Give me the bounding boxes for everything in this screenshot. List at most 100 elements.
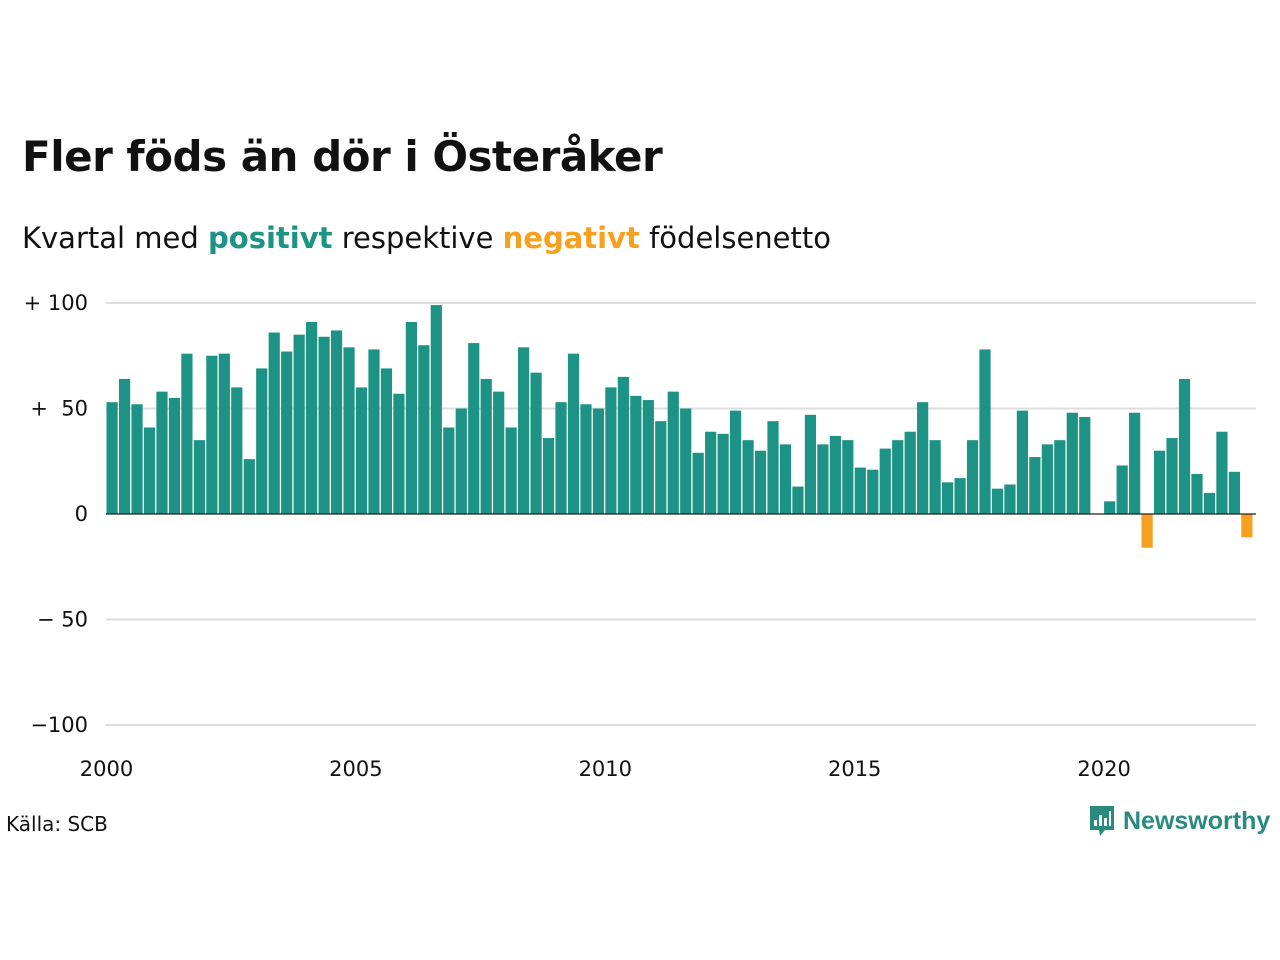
bar	[1104, 501, 1116, 514]
bar	[617, 376, 629, 514]
bar	[991, 488, 1004, 514]
bar	[218, 353, 230, 514]
bar	[692, 452, 704, 514]
bar	[318, 336, 330, 514]
bar	[567, 353, 580, 514]
bar	[1016, 410, 1029, 514]
bar	[842, 440, 854, 514]
subtitle-positive-word: positivt	[208, 221, 333, 255]
bar	[368, 349, 380, 514]
bar	[343, 347, 355, 514]
bar	[1066, 412, 1078, 514]
bar	[592, 408, 605, 514]
bar	[1004, 484, 1016, 514]
bar	[405, 321, 417, 514]
bar	[854, 467, 866, 514]
newsworthy-bar-icon	[1090, 806, 1114, 836]
bar	[792, 486, 804, 514]
x-tick-label: 2005	[329, 757, 382, 781]
bar	[1054, 440, 1066, 514]
bar	[705, 431, 717, 514]
bar	[206, 355, 218, 514]
bar	[118, 378, 131, 514]
x-tick-label: 2000	[80, 757, 133, 781]
bar	[605, 387, 617, 514]
source-note: Källa: SCB	[6, 812, 108, 836]
bar	[268, 332, 280, 514]
bar	[355, 387, 368, 514]
bar	[181, 353, 193, 514]
bar	[892, 440, 904, 514]
x-tick-label: 2015	[828, 757, 881, 781]
logo-text: Newsworthy	[1123, 806, 1271, 835]
bar	[954, 478, 966, 514]
bar	[879, 448, 891, 514]
bar	[256, 368, 268, 514]
bar	[1116, 465, 1128, 514]
bar	[630, 395, 642, 514]
bar	[1228, 471, 1240, 514]
y-tick-label: + 50	[30, 397, 88, 421]
bar	[1191, 473, 1203, 514]
subtitle-middle: respektive	[341, 221, 494, 255]
bar	[468, 343, 480, 514]
bar-chart: + 100 + 50 0 − 50 −100 2000 2005 2010 2015 2020	[24, 291, 1256, 781]
bar	[779, 444, 792, 514]
chart-subtitle: Kvartal med positivt respektive negativt…	[22, 221, 831, 255]
bar	[1153, 450, 1166, 514]
bar	[817, 444, 829, 514]
bar	[1141, 514, 1153, 548]
bar	[380, 368, 393, 514]
bar	[168, 397, 181, 514]
bar	[979, 349, 991, 514]
bar	[542, 438, 555, 514]
bar	[1079, 416, 1091, 514]
bar	[1216, 431, 1228, 514]
bar	[530, 372, 542, 514]
chart-title: Fler föds än dör i Österåker	[22, 132, 663, 181]
bar	[717, 433, 729, 514]
bar	[1041, 444, 1053, 514]
bar	[306, 321, 318, 514]
bar	[518, 347, 530, 514]
bar	[1166, 438, 1178, 514]
bar	[480, 378, 492, 514]
bar	[767, 421, 779, 514]
bar	[904, 431, 916, 514]
y-tick-label: −100	[30, 713, 88, 737]
bar	[742, 440, 754, 514]
bar	[1178, 378, 1191, 514]
y-tick-label: + 100	[24, 291, 88, 315]
newsworthy-logo: Newsworthy	[1088, 804, 1270, 838]
bar	[941, 482, 954, 514]
bar	[867, 469, 879, 514]
bar	[829, 435, 841, 514]
bar	[804, 414, 817, 514]
subtitle-suffix: födelsenetto	[649, 221, 831, 255]
bar	[754, 450, 767, 514]
bar	[106, 402, 118, 514]
bar	[443, 427, 455, 514]
bar	[455, 408, 467, 514]
bar	[156, 391, 168, 514]
bar	[1129, 412, 1141, 514]
bar	[243, 459, 255, 514]
bar	[131, 404, 143, 514]
bar	[143, 427, 156, 514]
bar	[966, 440, 979, 514]
bar	[493, 391, 505, 514]
bar	[430, 305, 442, 514]
bar	[231, 387, 243, 514]
bar	[1029, 457, 1041, 514]
subtitle-prefix: Kvartal med	[22, 221, 199, 255]
bar	[655, 421, 667, 514]
x-tick-label: 2020	[1077, 757, 1130, 781]
x-tick-label: 2010	[579, 757, 632, 781]
bar	[330, 330, 343, 514]
y-tick-label: − 50	[37, 608, 88, 632]
bar	[667, 391, 679, 514]
subtitle-negative-word: negativt	[502, 221, 640, 255]
bar	[1241, 514, 1253, 538]
bar	[293, 334, 305, 514]
bar	[555, 402, 567, 514]
